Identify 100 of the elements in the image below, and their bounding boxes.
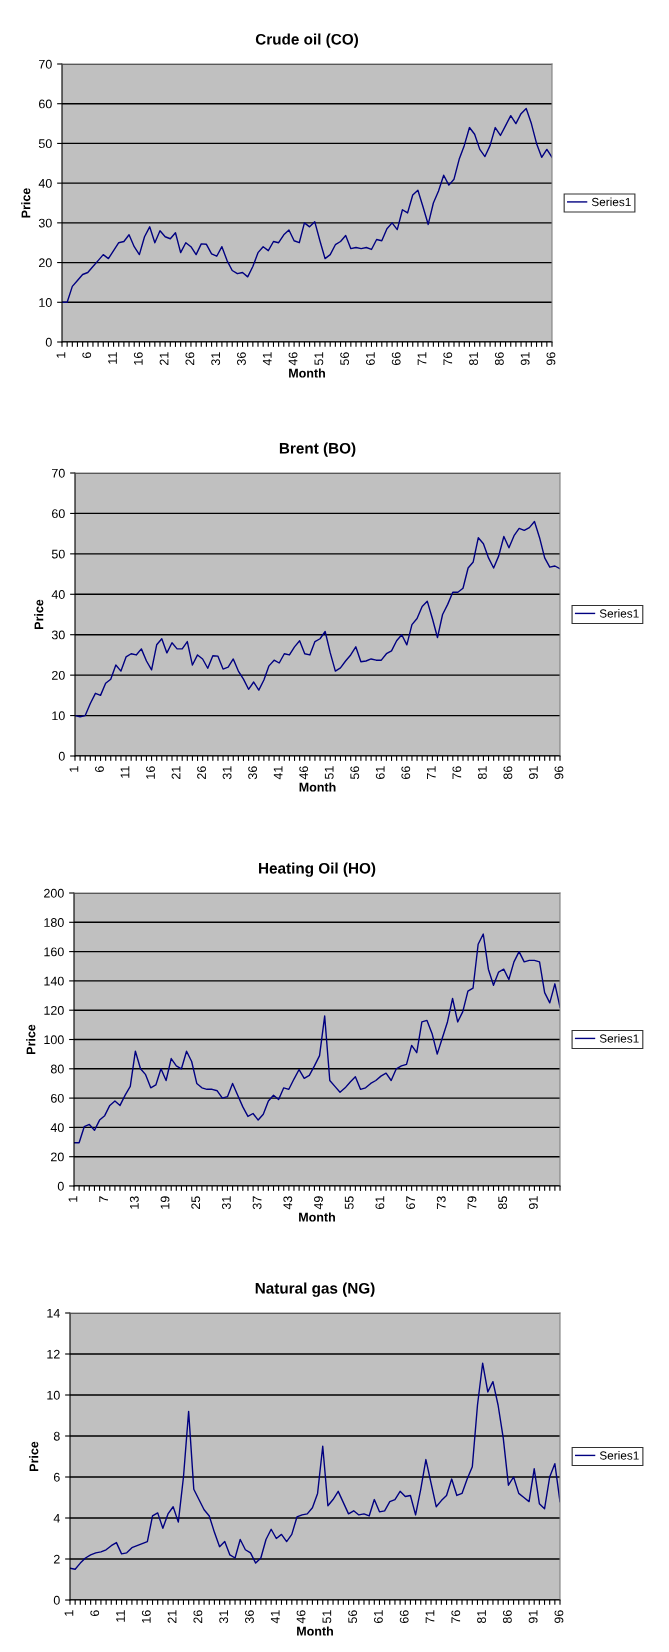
y-tick-label: 10 (52, 711, 65, 721)
x-tick-label: 56 (340, 352, 350, 366)
y-tick-label: 20 (39, 258, 52, 268)
x-tick-label: 67 (406, 1196, 415, 1209)
y-tick-label: 20 (51, 1152, 64, 1162)
y-tick-label: 30 (51, 630, 65, 640)
x-tick-label: 56 (348, 1610, 358, 1624)
x-tick-label: 1 (56, 352, 66, 358)
x-tick-label: 71 (427, 766, 436, 779)
x-tick-label: 71 (425, 1610, 435, 1623)
y-tick-label: 40 (38, 178, 52, 188)
x-tick-label: 16 (141, 1610, 151, 1623)
x-tick-label: 6 (90, 1610, 100, 1617)
y-tick-label: 140 (44, 976, 64, 986)
x-tick-label: 76 (443, 352, 453, 365)
y-tick-label: 70 (52, 468, 65, 478)
x-axis-title: Month (299, 782, 336, 792)
x-tick-label: 26 (197, 766, 206, 779)
y-axis-title: Price (34, 599, 44, 629)
x-tick-label: 96 (554, 766, 564, 780)
x-tick-label: 61 (373, 1610, 383, 1623)
x-tick-label: 6 (95, 766, 104, 773)
y-tick-label: 12 (47, 1349, 60, 1359)
x-axis-title: Month (299, 1212, 335, 1222)
x-tick-label: 76 (451, 1610, 461, 1623)
y-axis-title: Price (29, 1441, 39, 1471)
x-tick-label: 85 (498, 1196, 508, 1210)
x-tick-label: 79 (467, 1196, 477, 1209)
y-tick-label: 10 (47, 1390, 60, 1400)
legend-label: Series1 (599, 1034, 639, 1043)
x-tick-label: 51 (314, 352, 324, 366)
chart-title: Natural gas (NG) (255, 1282, 375, 1297)
x-tick-label: 66 (391, 352, 401, 365)
x-tick-label: 31 (221, 1196, 231, 1210)
x-tick-label: 91 (528, 1196, 538, 1210)
y-tick-label: 20 (52, 670, 65, 680)
x-tick-label: 49 (314, 1196, 323, 1210)
x-tick-label: 1 (68, 1196, 78, 1202)
x-tick-label: 7 (99, 1196, 108, 1203)
x-tick-label: 81 (469, 352, 478, 366)
x-tick-label: 46 (288, 352, 298, 366)
x-tick-label: 66 (399, 1610, 409, 1623)
legend-label: Series1 (599, 1451, 639, 1460)
x-tick-label: 41 (262, 352, 272, 366)
x-tick-label: 51 (324, 766, 334, 780)
y-tick-label: 40 (50, 1123, 64, 1133)
y-tick-label: 160 (44, 947, 64, 957)
x-tick-label: 19 (160, 1196, 170, 1209)
x-tick-label: 96 (554, 1610, 564, 1624)
x-tick-label: 51 (322, 1610, 332, 1624)
y-tick-label: 50 (38, 139, 52, 149)
x-tick-label: 91 (528, 1610, 538, 1624)
chart-title: Heating Oil (HO) (259, 862, 376, 877)
x-tick-label: 16 (146, 766, 155, 779)
y-tick-label: 80 (50, 1064, 64, 1074)
x-tick-label: 1 (64, 1610, 74, 1616)
x-tick-label: 86 (502, 1610, 512, 1624)
x-tick-label: 11 (120, 766, 130, 778)
x-tick-label: 76 (452, 766, 462, 779)
x-tick-label: 26 (193, 1610, 203, 1623)
y-tick-label: 180 (44, 918, 64, 927)
legend-label: Series1 (591, 197, 631, 207)
legend-label: Series1 (599, 609, 639, 618)
y-tick-label: 0 (53, 1595, 60, 1605)
x-tick-label: 31 (222, 766, 232, 780)
y-tick-label: 60 (39, 99, 52, 109)
x-tick-label: 11 (116, 1610, 125, 1622)
x-tick-label: 37 (252, 1196, 262, 1210)
x-tick-label: 41 (270, 1610, 280, 1624)
y-tick-label: 10 (39, 298, 52, 307)
x-tick-label: 71 (417, 352, 427, 365)
x-axis-title: Month (297, 1626, 333, 1636)
x-tick-label: 21 (159, 352, 169, 365)
x-tick-label: 25 (191, 1196, 201, 1209)
y-tick-label: 120 (44, 1006, 64, 1015)
x-tick-label: 61 (375, 766, 385, 779)
x-tick-label: 91 (528, 766, 538, 780)
x-tick-label: 61 (365, 352, 375, 365)
y-tick-label: 60 (51, 1093, 64, 1103)
x-tick-label: 56 (350, 766, 360, 780)
y-tick-label: 6 (53, 1472, 60, 1482)
y-axis-title: Price (21, 188, 31, 218)
x-tick-label: 31 (219, 1610, 229, 1624)
y-tick-label: 30 (38, 218, 52, 228)
x-tick-label: 41 (273, 766, 283, 780)
x-tick-label: 31 (211, 352, 221, 366)
x-tick-label: 46 (299, 766, 309, 780)
chart-title: Crude oil (CO) (255, 33, 359, 48)
y-tick-label: 14 (47, 1308, 60, 1318)
chart-title: Brent (BO) (279, 442, 356, 457)
x-tick-label: 81 (477, 1610, 486, 1624)
x-tick-label: 73 (436, 1196, 446, 1209)
y-tick-label: 0 (45, 337, 52, 347)
y-tick-label: 2 (53, 1554, 60, 1564)
x-tick-label: 46 (296, 1610, 306, 1624)
y-tick-label: 200 (44, 888, 64, 898)
x-tick-label: 86 (503, 766, 513, 780)
y-tick-label: 8 (53, 1431, 60, 1441)
x-tick-label: 21 (167, 1610, 177, 1623)
x-tick-label: 11 (108, 352, 117, 364)
